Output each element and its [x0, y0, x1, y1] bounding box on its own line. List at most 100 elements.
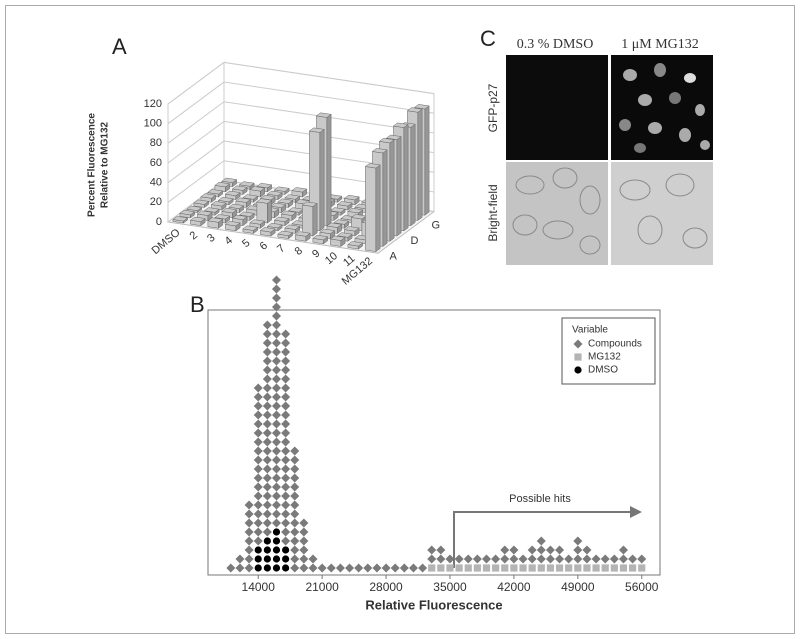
dot: [290, 446, 300, 456]
dot: [253, 446, 263, 456]
bar: [207, 217, 224, 229]
dot: [271, 464, 281, 474]
dot: [244, 518, 254, 528]
dot: [290, 464, 300, 474]
x-tick-label: 56000: [625, 580, 659, 594]
bar-side: [417, 108, 423, 221]
dot: [290, 455, 300, 465]
dot: [399, 563, 409, 573]
dot: [536, 554, 546, 564]
dot: [282, 555, 290, 563]
dot: [271, 446, 281, 456]
dot: [501, 564, 509, 572]
dot: [446, 564, 454, 572]
dot: [271, 473, 281, 483]
bar-top: [221, 177, 238, 183]
bar-top: [210, 201, 227, 207]
dot: [528, 564, 536, 572]
bar: [329, 235, 346, 247]
dot: [244, 527, 254, 537]
dot: [244, 545, 254, 555]
dot: [281, 509, 291, 519]
dot: [427, 545, 437, 555]
dot: [427, 554, 437, 564]
dot: [281, 518, 291, 528]
dot: [317, 563, 327, 573]
dot: [619, 564, 628, 572]
dot: [281, 374, 291, 384]
dot: [271, 383, 281, 393]
x-tick-label: 3: [205, 232, 217, 245]
bar-top: [385, 134, 402, 140]
bar-top: [347, 241, 364, 247]
dot: [482, 564, 491, 572]
dot: [574, 366, 582, 374]
dot: [262, 446, 272, 456]
dot: [618, 545, 628, 555]
dot: [500, 545, 510, 555]
dot: [555, 564, 564, 572]
bar-top: [235, 197, 252, 203]
bar-top: [228, 203, 245, 209]
dot: [253, 437, 263, 447]
bar: [301, 201, 318, 237]
dot: [271, 410, 281, 420]
bar-front: [256, 201, 268, 224]
dot: [464, 564, 472, 572]
bar-top: [196, 210, 213, 216]
dot: [436, 554, 446, 564]
dot: [299, 545, 309, 555]
bar-top: [336, 201, 353, 207]
bar-top: [312, 234, 329, 241]
dot: [545, 545, 555, 555]
bar-top: [392, 122, 409, 128]
dot: [262, 500, 272, 510]
panel-label: B: [190, 292, 205, 317]
panel-b: B Relative Fluorescence Possible hits Va…: [190, 275, 661, 612]
bar-top: [371, 148, 388, 154]
bar: [189, 216, 206, 227]
dot: [244, 536, 254, 546]
dot: [601, 564, 609, 572]
bar-top: [217, 196, 234, 203]
bar-top: [224, 220, 241, 227]
depth-tick-label: A: [390, 251, 398, 263]
dot: [299, 554, 309, 564]
bar-top: [315, 112, 332, 118]
row-label: Bright-field: [486, 184, 500, 241]
dot: [271, 428, 281, 438]
bar-top: [343, 226, 360, 232]
legend-label: Compounds: [588, 339, 642, 350]
grid-line: [167, 61, 435, 105]
x-tick-label: 49000: [561, 580, 595, 594]
x-tick-label: 2: [188, 229, 200, 242]
bar-front: [365, 166, 377, 252]
micrograph-mg132-bf: [611, 162, 713, 265]
dot: [326, 563, 336, 573]
dot: [363, 563, 373, 573]
bar-top: [308, 127, 325, 133]
dot: [272, 528, 281, 536]
bar-front: [302, 204, 314, 237]
dot: [492, 564, 500, 572]
dot: [418, 563, 428, 573]
panel-label: C: [480, 26, 496, 51]
bar-top: [329, 207, 346, 213]
bar: [364, 163, 381, 253]
bar: [172, 216, 189, 224]
dot: [610, 564, 618, 572]
dot: [282, 546, 290, 554]
x-tick-label: 28000: [369, 580, 403, 594]
dot: [573, 339, 583, 349]
grid-line: [167, 101, 435, 144]
dot: [299, 563, 309, 573]
x-tick-label: 8: [293, 245, 305, 258]
dot: [509, 554, 519, 564]
dot: [628, 554, 638, 564]
x-axis-label: Relative Fluorescence: [365, 597, 502, 612]
bar-top: [319, 228, 336, 234]
dot: [582, 545, 592, 555]
bar-top: [256, 198, 273, 204]
dot: [253, 410, 263, 420]
hits-arrow: [453, 511, 632, 568]
